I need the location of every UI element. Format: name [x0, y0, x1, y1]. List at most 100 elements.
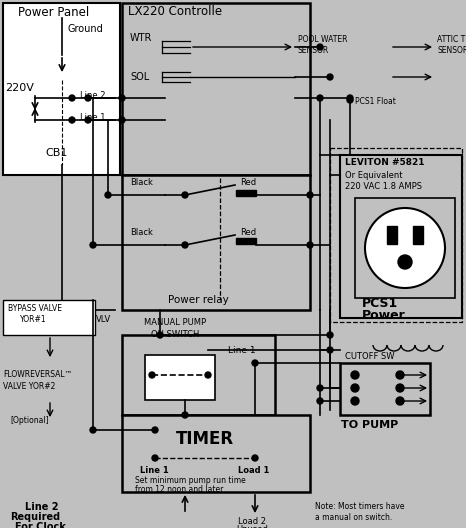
Circle shape [307, 242, 313, 248]
Circle shape [252, 360, 258, 366]
Circle shape [317, 95, 323, 101]
Bar [3, 300, 95, 335]
Text: Line 1: Line 1 [140, 466, 169, 475]
Text: 220 VAC 1.8 AMPS: 220 VAC 1.8 AMPS [345, 182, 422, 191]
Circle shape [307, 192, 313, 198]
Circle shape [105, 192, 111, 198]
Text: SENSOR: SENSOR [298, 46, 329, 55]
Text: PCS1: PCS1 [362, 297, 398, 310]
Circle shape [119, 117, 125, 123]
Circle shape [317, 44, 323, 50]
Text: Black: Black [130, 178, 153, 187]
Circle shape [90, 427, 96, 433]
Circle shape [69, 95, 75, 101]
Text: ON SWITCH: ON SWITCH [151, 330, 199, 339]
Text: CUTOFF SW: CUTOFF SW [345, 352, 395, 361]
Text: SENSOR: SENSOR [437, 46, 466, 55]
Text: Unused: Unused [236, 525, 268, 528]
Circle shape [149, 372, 155, 378]
Text: Line 1: Line 1 [80, 113, 105, 122]
Text: VALVE YOR#2: VALVE YOR#2 [3, 382, 55, 391]
Text: Red: Red [240, 178, 256, 187]
Text: Black: Black [130, 228, 153, 237]
Bar [355, 198, 455, 298]
Circle shape [90, 242, 96, 248]
Text: CB1: CB1 [45, 148, 68, 158]
Text: Note: Most timers have: Note: Most timers have [315, 502, 404, 511]
Circle shape [182, 192, 188, 198]
Bar [122, 335, 275, 415]
Circle shape [327, 347, 333, 353]
Text: TO PUMP: TO PUMP [342, 420, 398, 430]
Circle shape [347, 95, 353, 101]
Bar [122, 175, 310, 310]
Text: Line 1: Line 1 [228, 346, 256, 355]
Text: POOL WATER: POOL WATER [298, 35, 348, 44]
Text: FLOWREVERSAL™: FLOWREVERSAL™ [3, 370, 72, 379]
Text: Or Equivalent: Or Equivalent [345, 171, 403, 180]
Text: Ground: Ground [68, 24, 104, 34]
Text: 220V: 220V [5, 83, 34, 93]
Bar [145, 355, 215, 400]
Text: Load 2: Load 2 [238, 517, 266, 526]
Text: MANUAL PUMP: MANUAL PUMP [144, 318, 206, 327]
Circle shape [365, 208, 445, 288]
Text: Line 2: Line 2 [80, 91, 105, 100]
Text: Red: Red [240, 228, 256, 237]
Text: LEVITON #5821: LEVITON #5821 [345, 158, 425, 167]
Circle shape [327, 74, 333, 80]
Bar [3, 3, 120, 175]
Circle shape [157, 332, 163, 338]
Text: from 12 noon and later: from 12 noon and later [135, 485, 223, 494]
Bar [330, 148, 462, 322]
Text: For Clock: For Clock [15, 522, 66, 528]
Text: LX220 Controlle: LX220 Controlle [128, 5, 222, 18]
Text: Load 1: Load 1 [238, 466, 269, 475]
Text: SOL: SOL [130, 72, 149, 82]
Circle shape [182, 242, 188, 248]
Circle shape [69, 117, 75, 123]
Circle shape [351, 397, 359, 405]
Text: Power Panel: Power Panel [18, 6, 89, 19]
Bar [340, 155, 462, 318]
Text: YOR#1: YOR#1 [20, 315, 47, 324]
Text: a manual on switch.: a manual on switch. [315, 513, 392, 522]
Circle shape [351, 384, 359, 392]
Text: PCS1 Float: PCS1 Float [355, 97, 396, 106]
Circle shape [205, 372, 211, 378]
Circle shape [119, 95, 125, 101]
Text: Set minimum pump run time: Set minimum pump run time [135, 476, 246, 485]
Circle shape [351, 371, 359, 379]
Bar [122, 3, 310, 175]
Circle shape [85, 117, 91, 123]
Text: [Optional]: [Optional] [10, 416, 48, 425]
Circle shape [85, 95, 91, 101]
Circle shape [252, 455, 258, 461]
Text: BYPASS VALVE: BYPASS VALVE [8, 304, 62, 313]
Text: TIMER: TIMER [176, 430, 234, 448]
Circle shape [317, 385, 323, 391]
Circle shape [327, 332, 333, 338]
Bar [340, 363, 430, 415]
Text: Power relay: Power relay [168, 295, 229, 305]
Text: Required: Required [10, 512, 60, 522]
Circle shape [396, 384, 404, 392]
Circle shape [396, 371, 404, 379]
Circle shape [152, 455, 158, 461]
Bar [413, 226, 423, 244]
Bar [236, 238, 256, 244]
Circle shape [396, 397, 404, 405]
Circle shape [182, 412, 188, 418]
Bar [122, 415, 310, 492]
Bar [236, 190, 256, 196]
Circle shape [317, 398, 323, 404]
Bar [387, 226, 397, 244]
Circle shape [152, 427, 158, 433]
Text: Line 2: Line 2 [25, 502, 59, 512]
Text: VLV: VLV [96, 315, 111, 324]
Text: ATTIC TEMP: ATTIC TEMP [437, 35, 466, 44]
Text: Power: Power [362, 309, 406, 322]
Circle shape [398, 255, 412, 269]
Circle shape [347, 97, 353, 103]
Text: WTR: WTR [130, 33, 152, 43]
